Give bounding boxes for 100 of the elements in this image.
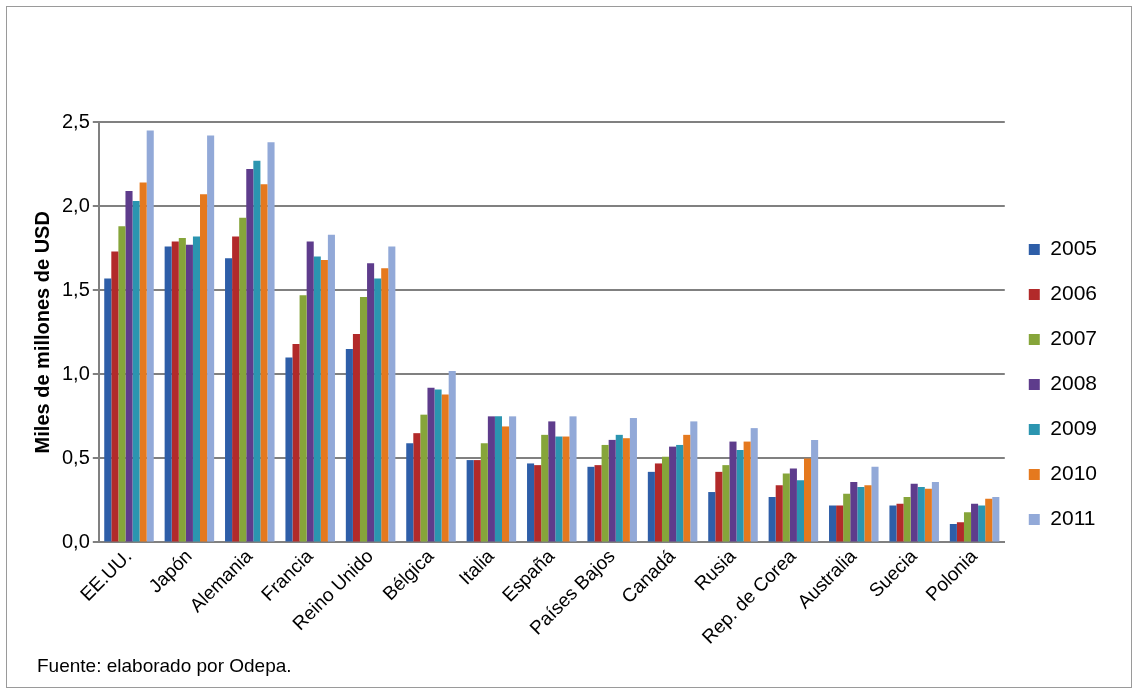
bar bbox=[903, 497, 911, 542]
bar bbox=[775, 485, 783, 542]
bar bbox=[413, 433, 421, 542]
bar bbox=[164, 246, 172, 542]
bar bbox=[388, 246, 396, 542]
y-tick-label: 0,0 bbox=[61, 530, 90, 553]
bar bbox=[118, 226, 126, 542]
bar bbox=[985, 498, 993, 542]
bar bbox=[367, 263, 375, 542]
bar bbox=[789, 468, 797, 542]
bar bbox=[171, 241, 179, 542]
bar bbox=[836, 505, 844, 542]
bar bbox=[487, 416, 495, 542]
bar bbox=[647, 471, 655, 542]
bar bbox=[260, 184, 268, 542]
source-note: Fuente: elaborado por Odepa. bbox=[37, 655, 292, 677]
bar bbox=[992, 497, 1000, 542]
bar bbox=[381, 268, 389, 542]
bar bbox=[889, 505, 897, 542]
legend-label: 2006 bbox=[1050, 281, 1097, 305]
bar bbox=[267, 142, 275, 542]
bar bbox=[796, 480, 804, 542]
bar bbox=[896, 503, 904, 542]
bar bbox=[690, 421, 698, 542]
bar bbox=[207, 135, 215, 542]
bar bbox=[427, 387, 435, 542]
bar bbox=[722, 465, 730, 542]
bar bbox=[466, 460, 474, 542]
bar bbox=[527, 463, 535, 542]
bar bbox=[374, 278, 382, 542]
bar bbox=[239, 217, 247, 542]
bar bbox=[562, 436, 570, 542]
bar bbox=[327, 234, 335, 542]
bar bbox=[434, 389, 442, 542]
bar bbox=[708, 492, 716, 542]
bar bbox=[924, 488, 932, 542]
bar bbox=[587, 466, 595, 542]
legend-label: 2011 bbox=[1050, 506, 1096, 530]
bar bbox=[352, 333, 360, 542]
bar bbox=[931, 481, 939, 542]
bar bbox=[548, 421, 556, 542]
bar bbox=[978, 505, 986, 542]
legend-label: 2008 bbox=[1050, 371, 1097, 395]
y-tick-label: 2,0 bbox=[61, 193, 90, 216]
legend-label: 2005 bbox=[1050, 236, 1097, 260]
bar bbox=[359, 296, 368, 542]
bar bbox=[232, 236, 240, 542]
bar bbox=[225, 258, 233, 542]
y-tick-label: 1,0 bbox=[61, 361, 90, 384]
bar bbox=[406, 443, 414, 542]
bar bbox=[661, 456, 670, 542]
bar bbox=[146, 130, 154, 542]
bar bbox=[534, 465, 542, 542]
bar bbox=[743, 441, 751, 542]
y-tick-label: 0,5 bbox=[61, 445, 90, 468]
bar bbox=[857, 486, 865, 542]
bar bbox=[601, 444, 609, 542]
bar bbox=[104, 278, 112, 542]
bar bbox=[178, 238, 186, 542]
bar bbox=[622, 438, 630, 542]
bar bbox=[669, 446, 677, 542]
bar bbox=[299, 295, 307, 542]
bar bbox=[871, 466, 879, 542]
bar bbox=[829, 505, 837, 542]
bar bbox=[555, 436, 563, 542]
bar bbox=[306, 241, 314, 542]
bar bbox=[804, 458, 812, 542]
bar bbox=[192, 236, 201, 542]
bar bbox=[541, 434, 549, 542]
bar bbox=[676, 444, 684, 542]
bar bbox=[569, 416, 577, 542]
bar bbox=[949, 524, 957, 542]
bar bbox=[910, 483, 918, 542]
bar bbox=[253, 160, 261, 542]
bar bbox=[320, 259, 328, 542]
bar bbox=[345, 349, 353, 542]
bar bbox=[502, 426, 510, 542]
bar bbox=[811, 439, 819, 542]
bar bbox=[292, 344, 300, 542]
bar bbox=[654, 463, 662, 542]
y-tick-label: 1,5 bbox=[61, 277, 90, 300]
bar bbox=[768, 497, 776, 542]
y-tick-label: 2,5 bbox=[61, 109, 90, 132]
bar bbox=[971, 503, 979, 542]
legend-label: 2009 bbox=[1050, 416, 1097, 440]
bar bbox=[956, 522, 964, 542]
bar bbox=[736, 449, 744, 542]
bar bbox=[683, 434, 691, 542]
bar bbox=[917, 486, 925, 542]
bar bbox=[864, 485, 872, 542]
bar bbox=[509, 416, 517, 542]
bar bbox=[480, 443, 488, 542]
bar bbox=[200, 194, 208, 542]
bar bbox=[729, 441, 737, 542]
bar bbox=[132, 201, 140, 542]
bar bbox=[615, 434, 623, 542]
bar bbox=[448, 370, 456, 542]
x-tick-label: Italia bbox=[454, 544, 499, 589]
bar bbox=[246, 169, 254, 542]
bar bbox=[608, 439, 616, 542]
